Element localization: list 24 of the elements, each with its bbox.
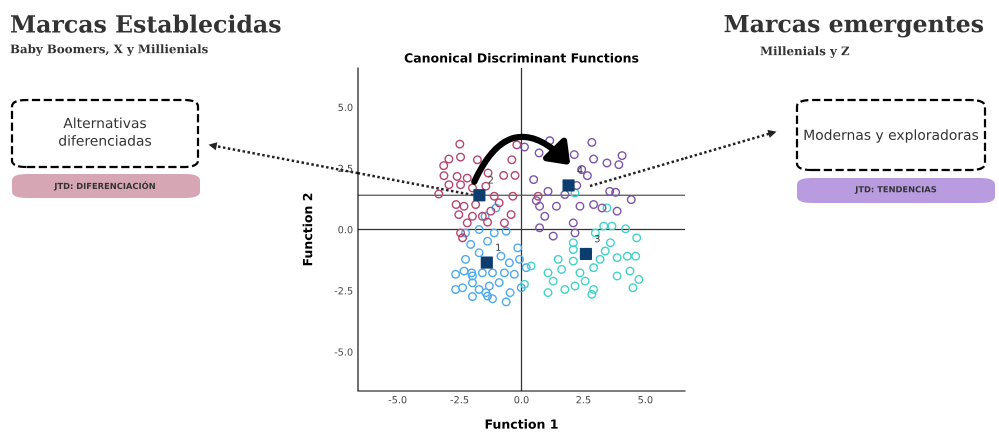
y-tick-label: 0.0 xyxy=(338,226,352,234)
text: Millenials y Z xyxy=(760,46,850,58)
x-tick-label: 2.5 xyxy=(576,396,590,404)
text: Alternativas diferenciadas xyxy=(59,117,152,146)
text: Baby Boomers, X y Millienials xyxy=(10,44,208,56)
y-tick-label: 5.0 xyxy=(338,104,352,111)
annotation: 1 xyxy=(496,244,500,251)
annotation: 2 xyxy=(488,176,493,184)
y-tick-label: -5.0 xyxy=(334,348,352,356)
text: JTD: TENDENCIAS xyxy=(854,186,936,194)
annotation: 3 xyxy=(594,235,600,242)
text: Marcas emergentes xyxy=(724,14,984,38)
y-tick-label: 2.5 xyxy=(338,164,352,172)
x-tick-label: 0.0 xyxy=(514,396,529,404)
text: JTD: DIFERENCIACIÓN xyxy=(54,181,155,191)
chart-title: Canonical Discriminant Functions xyxy=(404,52,638,63)
text: Modernas y exploradoras xyxy=(804,129,978,143)
text: Marcas Establecidas xyxy=(10,14,281,33)
x-tick-label: 5.0 xyxy=(638,396,652,404)
x-tick-label: -5.0 xyxy=(388,396,406,404)
y-tick-label: -2.5 xyxy=(334,287,352,295)
x-tick-label: -2.5 xyxy=(450,396,468,404)
x-axis-title: Function 1 xyxy=(486,419,558,429)
y-axis-title: Function 2 xyxy=(302,194,312,266)
